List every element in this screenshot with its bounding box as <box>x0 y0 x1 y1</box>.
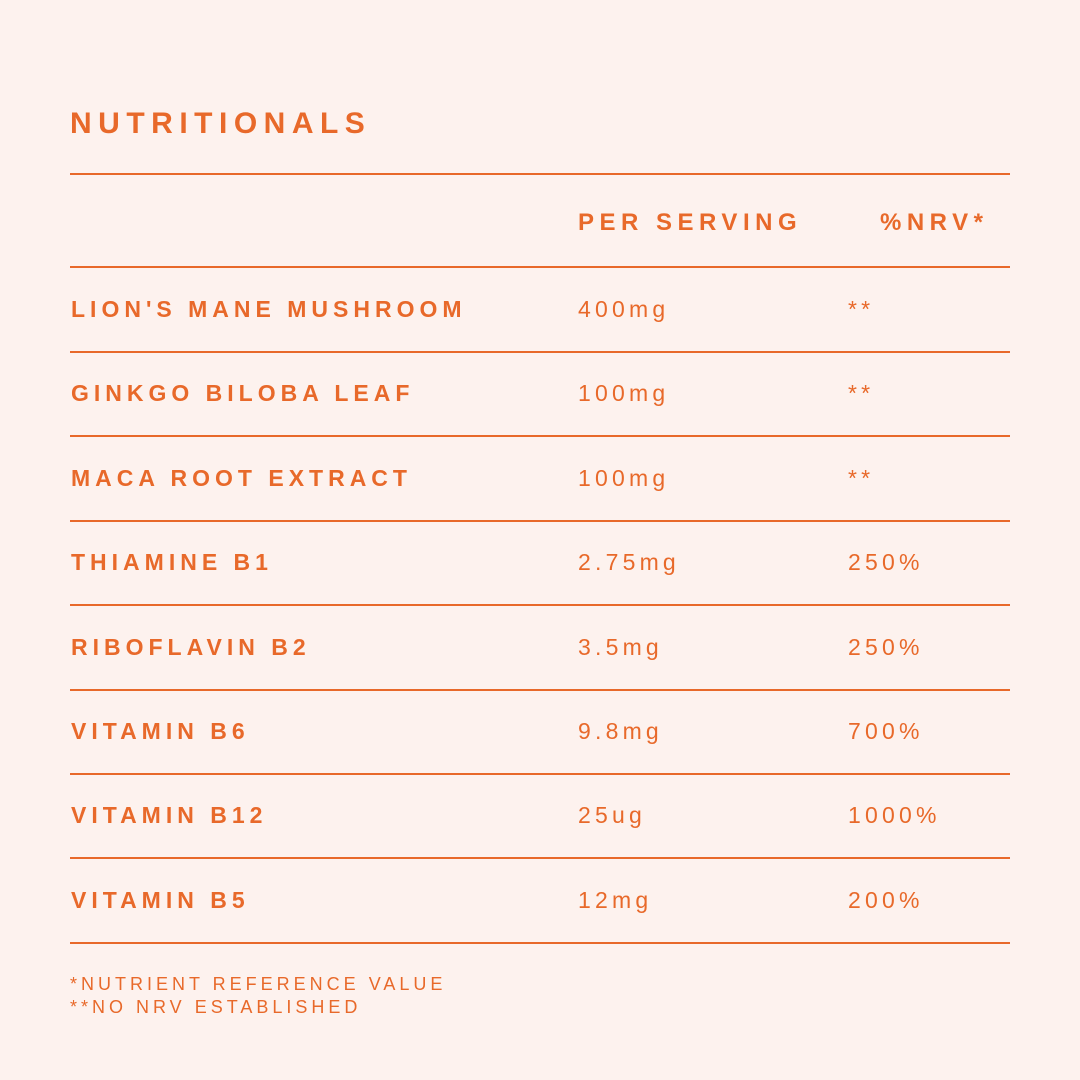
header-nrv: %NRV* <box>880 209 989 236</box>
per-serving-value: 100mg <box>578 464 670 491</box>
nrv-value: ** <box>848 380 875 407</box>
footnote-nrv: *NUTRIENT REFERENCE VALUE <box>70 974 447 994</box>
nutrient-name: VITAMIN B12 <box>71 802 268 829</box>
per-serving-value: 3.5mg <box>578 633 663 660</box>
per-serving-value: 100mg <box>578 380 670 407</box>
divider <box>70 351 1010 353</box>
table-row: VITAMIN B6 9.8mg 700% <box>0 689 1080 773</box>
table-row: LION'S MANE MUSHROOM 400mg ** <box>0 267 1080 351</box>
table-row: GINKGO BILOBA LEAF 100mg ** <box>0 351 1080 435</box>
table-row: RIBOFLAVIN B2 3.5mg 250% <box>0 605 1080 689</box>
divider <box>70 604 1010 607</box>
divider <box>70 266 1010 268</box>
per-serving-value: 25ug <box>578 802 646 829</box>
nutrient-name: MACA ROOT EXTRACT <box>71 464 412 491</box>
nrv-value: 700% <box>848 718 924 744</box>
table-row: MACA ROOT EXTRACT 100mg ** <box>0 436 1080 520</box>
divider <box>70 688 1010 691</box>
nutrient-name: THIAMINE B1 <box>71 549 273 576</box>
header-per-serving: PER SERVING <box>578 209 803 236</box>
divider <box>70 941 1010 944</box>
nutrient-name: GINKGO BILOBA LEAF <box>71 380 415 407</box>
table-row: VITAMIN B5 12mg 200% <box>0 858 1080 942</box>
nutrient-name: LION'S MANE MUSHROOM <box>71 296 467 322</box>
per-serving-value: 12mg <box>578 886 653 913</box>
divider <box>70 519 1010 522</box>
nrv-value: 250% <box>848 633 924 660</box>
table-row: THIAMINE B1 2.75mg 250% <box>0 520 1080 604</box>
nrv-value: ** <box>848 464 875 491</box>
per-serving-value: 400mg <box>578 296 670 322</box>
footnote-no-nrv: **NO NRV ESTABLISHED <box>70 997 362 1017</box>
nrv-value: 250% <box>848 549 924 576</box>
table-row: VITAMIN B12 25ug 1000% <box>0 773 1080 857</box>
per-serving-value: 9.8mg <box>578 718 663 744</box>
divider <box>70 435 1010 438</box>
nrv-value: 1000% <box>848 802 941 829</box>
nrv-value: ** <box>848 296 875 322</box>
nutrient-name: VITAMIN B6 <box>71 718 250 744</box>
nrv-value: 200% <box>848 886 924 913</box>
nutrient-name: VITAMIN B5 <box>71 886 250 913</box>
nutrient-name: RIBOFLAVIN B2 <box>71 633 311 660</box>
divider <box>70 173 1010 175</box>
per-serving-value: 2.75mg <box>578 549 680 576</box>
page-title: NUTRITIONALS <box>70 107 372 140</box>
divider <box>70 857 1010 860</box>
divider <box>70 773 1010 775</box>
